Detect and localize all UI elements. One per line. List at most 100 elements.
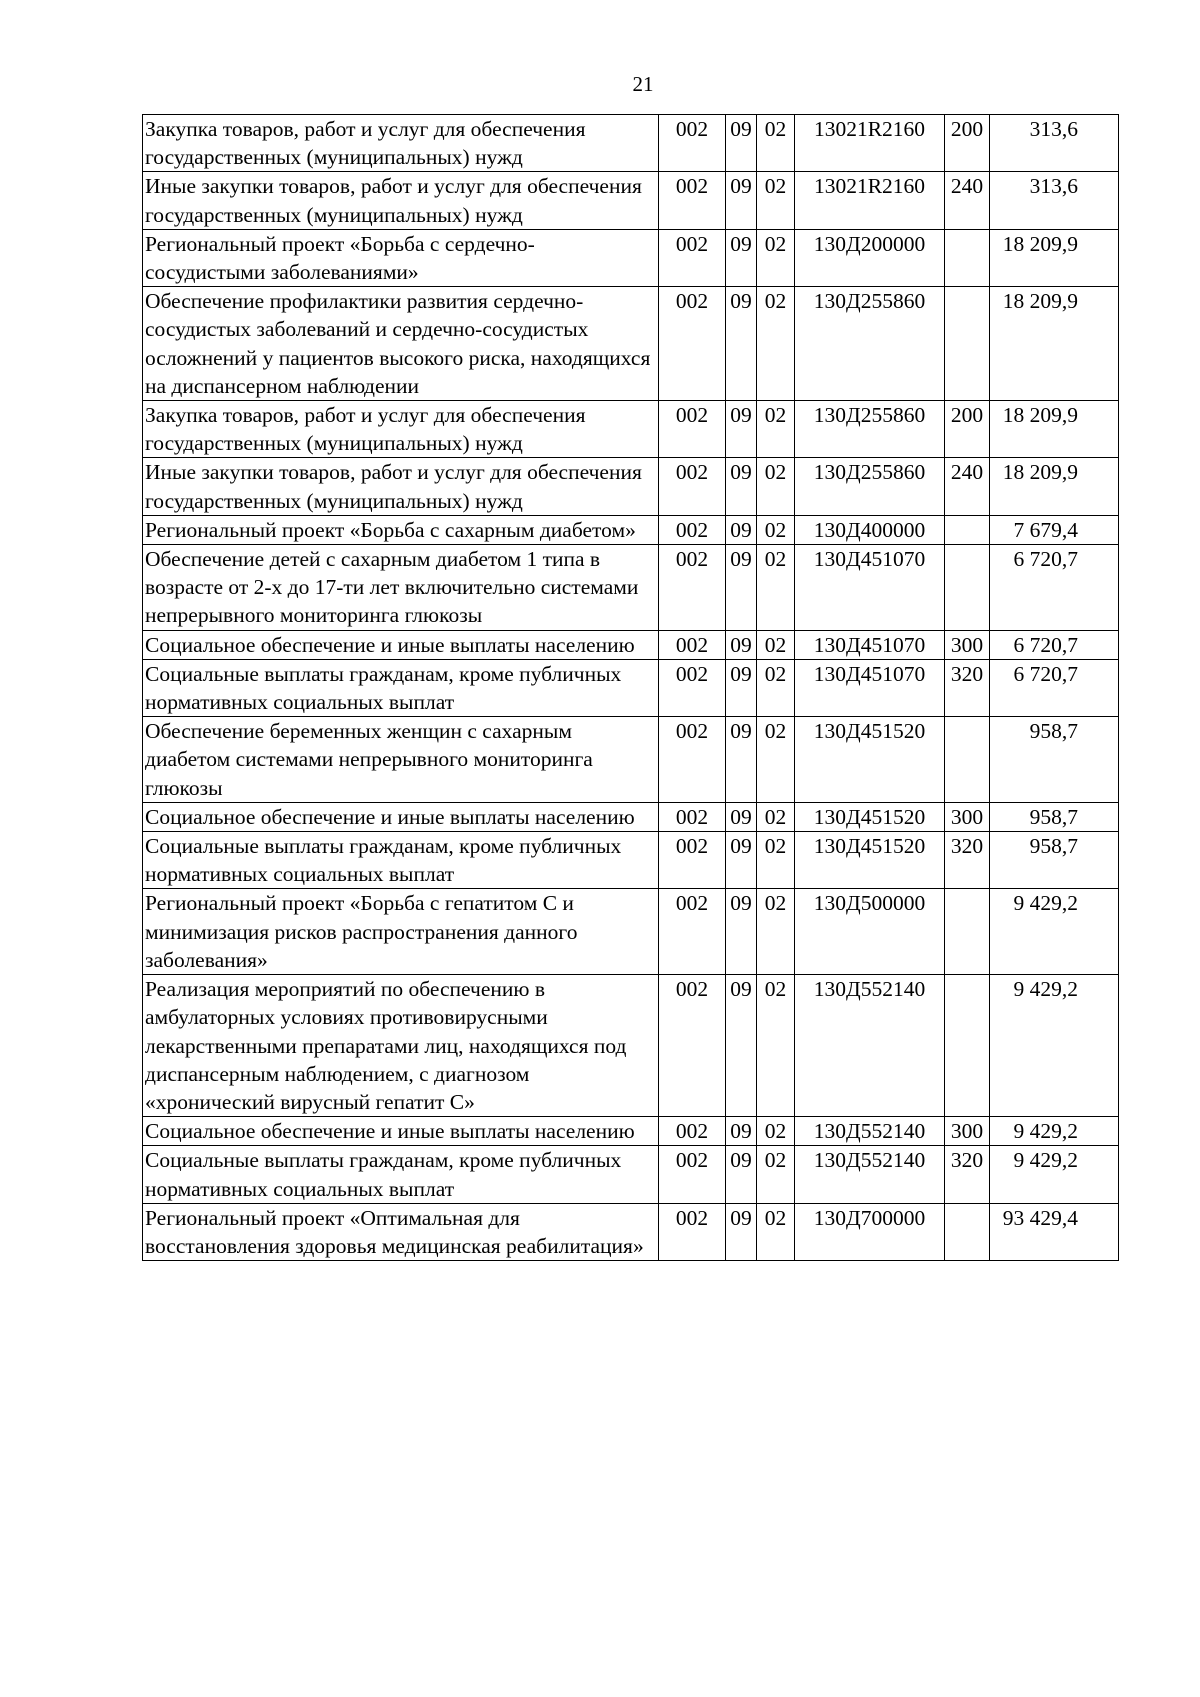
page-number: 21 [632, 72, 654, 96]
amount: 958,7 [989, 831, 1119, 890]
expense-type-code [944, 514, 990, 546]
subsection-code: 02 [756, 831, 795, 890]
row-name: Социальные выплаты гражданам, кроме публ… [142, 658, 659, 718]
expense-type-code: 200 [944, 113, 990, 173]
subsection-code: 02 [756, 113, 795, 173]
target-article-code: 130Д552140 [794, 1145, 945, 1204]
subsection-code: 02 [756, 514, 795, 546]
row-name: Социальное обеспечение и иные выплаты на… [142, 1116, 659, 1147]
table-row: Закупка товаров, работ и услуг для обесп… [142, 113, 1119, 173]
table-row: Обеспечение профилактики развития сердеч… [142, 286, 1119, 402]
amount: 958,7 [989, 716, 1119, 803]
amount: 313,6 [989, 171, 1119, 230]
target-article-code: 130Д552140 [794, 974, 945, 1118]
amount: 7 679,4 [989, 514, 1119, 546]
target-article-code: 130Д700000 [794, 1202, 945, 1262]
subsection-code: 02 [756, 1145, 795, 1204]
table-row: Обеспечение беременных женщин с сахарным… [142, 716, 1119, 803]
grbs-code: 002 [658, 658, 726, 718]
row-name: Социальное обеспечение и иные выплаты на… [142, 629, 659, 660]
grbs-code: 002 [658, 801, 726, 833]
section-code: 09 [725, 457, 757, 516]
expense-type-code [944, 716, 990, 803]
amount: 18 209,9 [989, 400, 1119, 459]
subsection-code: 02 [756, 171, 795, 230]
amount: 6 720,7 [989, 544, 1119, 631]
section-code: 09 [725, 629, 757, 660]
row-name: Обеспечение беременных женщин с сахарным… [142, 716, 659, 803]
row-name: Региональный проект «Борьба с гепатитом … [142, 888, 659, 976]
amount: 313,6 [989, 113, 1119, 173]
amount: 6 720,7 [989, 629, 1119, 660]
target-article-code: 130Д451070 [794, 658, 945, 718]
section-code: 09 [725, 831, 757, 890]
expense-type-code [944, 974, 990, 1118]
amount: 9 429,2 [989, 1145, 1119, 1204]
row-name: Региональный проект «Борьба с сахарным д… [142, 514, 659, 546]
table-row: Социальные выплаты гражданам, кроме публ… [142, 831, 1119, 890]
table-row: Региональный проект «Борьба с сахарным д… [142, 514, 1119, 546]
target-article-code: 130Д400000 [794, 514, 945, 546]
grbs-code: 002 [658, 888, 726, 976]
section-code: 09 [725, 1116, 757, 1147]
row-name: Региональный проект «Оптимальная для вос… [142, 1202, 659, 1262]
target-article-code: 130Д552140 [794, 1116, 945, 1147]
expense-type-code: 300 [944, 629, 990, 660]
amount: 9 429,2 [989, 974, 1119, 1118]
expense-type-code [944, 228, 990, 288]
table-row: Иные закупки товаров, работ и услуг для … [142, 171, 1119, 230]
subsection-code: 02 [756, 544, 795, 631]
expense-type-code: 200 [944, 400, 990, 459]
grbs-code: 002 [658, 974, 726, 1118]
grbs-code: 002 [658, 1145, 726, 1204]
table-row: Социальное обеспечение и иные выплаты на… [142, 801, 1119, 833]
target-article-code: 130Д451070 [794, 629, 945, 660]
grbs-code: 002 [658, 629, 726, 660]
amount: 18 209,9 [989, 457, 1119, 516]
section-code: 09 [725, 1202, 757, 1262]
table-row: Региональный проект «Оптимальная для вос… [142, 1202, 1119, 1262]
row-name: Иные закупки товаров, работ и услуг для … [142, 457, 659, 516]
grbs-code: 002 [658, 514, 726, 546]
target-article-code: 130Д200000 [794, 228, 945, 288]
grbs-code: 002 [658, 228, 726, 288]
subsection-code: 02 [756, 888, 795, 976]
amount: 6 720,7 [989, 658, 1119, 718]
table-row: Закупка товаров, работ и услуг для обесп… [142, 400, 1119, 459]
row-name: Закупка товаров, работ и услуг для обесп… [142, 113, 659, 173]
table-row: Региональный проект «Борьба с гепатитом … [142, 888, 1119, 976]
expense-type-code: 240 [944, 457, 990, 516]
row-name: Обеспечение детей с сахарным диабетом 1 … [142, 544, 659, 631]
grbs-code: 002 [658, 286, 726, 402]
table-row: Социальное обеспечение и иные выплаты на… [142, 629, 1119, 660]
grbs-code: 002 [658, 457, 726, 516]
subsection-code: 02 [756, 228, 795, 288]
target-article-code: 130Д451520 [794, 831, 945, 890]
row-name: Иные закупки товаров, работ и услуг для … [142, 171, 659, 230]
target-article-code: 130Д255860 [794, 400, 945, 459]
amount: 958,7 [989, 801, 1119, 833]
grbs-code: 002 [658, 1116, 726, 1147]
section-code: 09 [725, 228, 757, 288]
section-code: 09 [725, 888, 757, 976]
target-article-code: 130Д255860 [794, 286, 945, 402]
table-row: Социальные выплаты гражданам, кроме публ… [142, 1145, 1119, 1204]
table-row: Иные закупки товаров, работ и услуг для … [142, 457, 1119, 516]
subsection-code: 02 [756, 400, 795, 459]
row-name: Обеспечение профилактики развития сердеч… [142, 286, 659, 402]
subsection-code: 02 [756, 1116, 795, 1147]
target-article-code: 130Д255860 [794, 457, 945, 516]
expense-type-code [944, 888, 990, 976]
subsection-code: 02 [756, 801, 795, 833]
table-row: Обеспечение детей с сахарным диабетом 1 … [142, 544, 1119, 631]
section-code: 09 [725, 716, 757, 803]
target-article-code: 13021R2160 [794, 171, 945, 230]
grbs-code: 002 [658, 1202, 726, 1262]
section-code: 09 [725, 801, 757, 833]
subsection-code: 02 [756, 716, 795, 803]
subsection-code: 02 [756, 457, 795, 516]
budget-table: Закупка товаров, работ и услуг для обесп… [142, 113, 1119, 1262]
section-code: 09 [725, 658, 757, 718]
expense-type-code: 320 [944, 1145, 990, 1204]
